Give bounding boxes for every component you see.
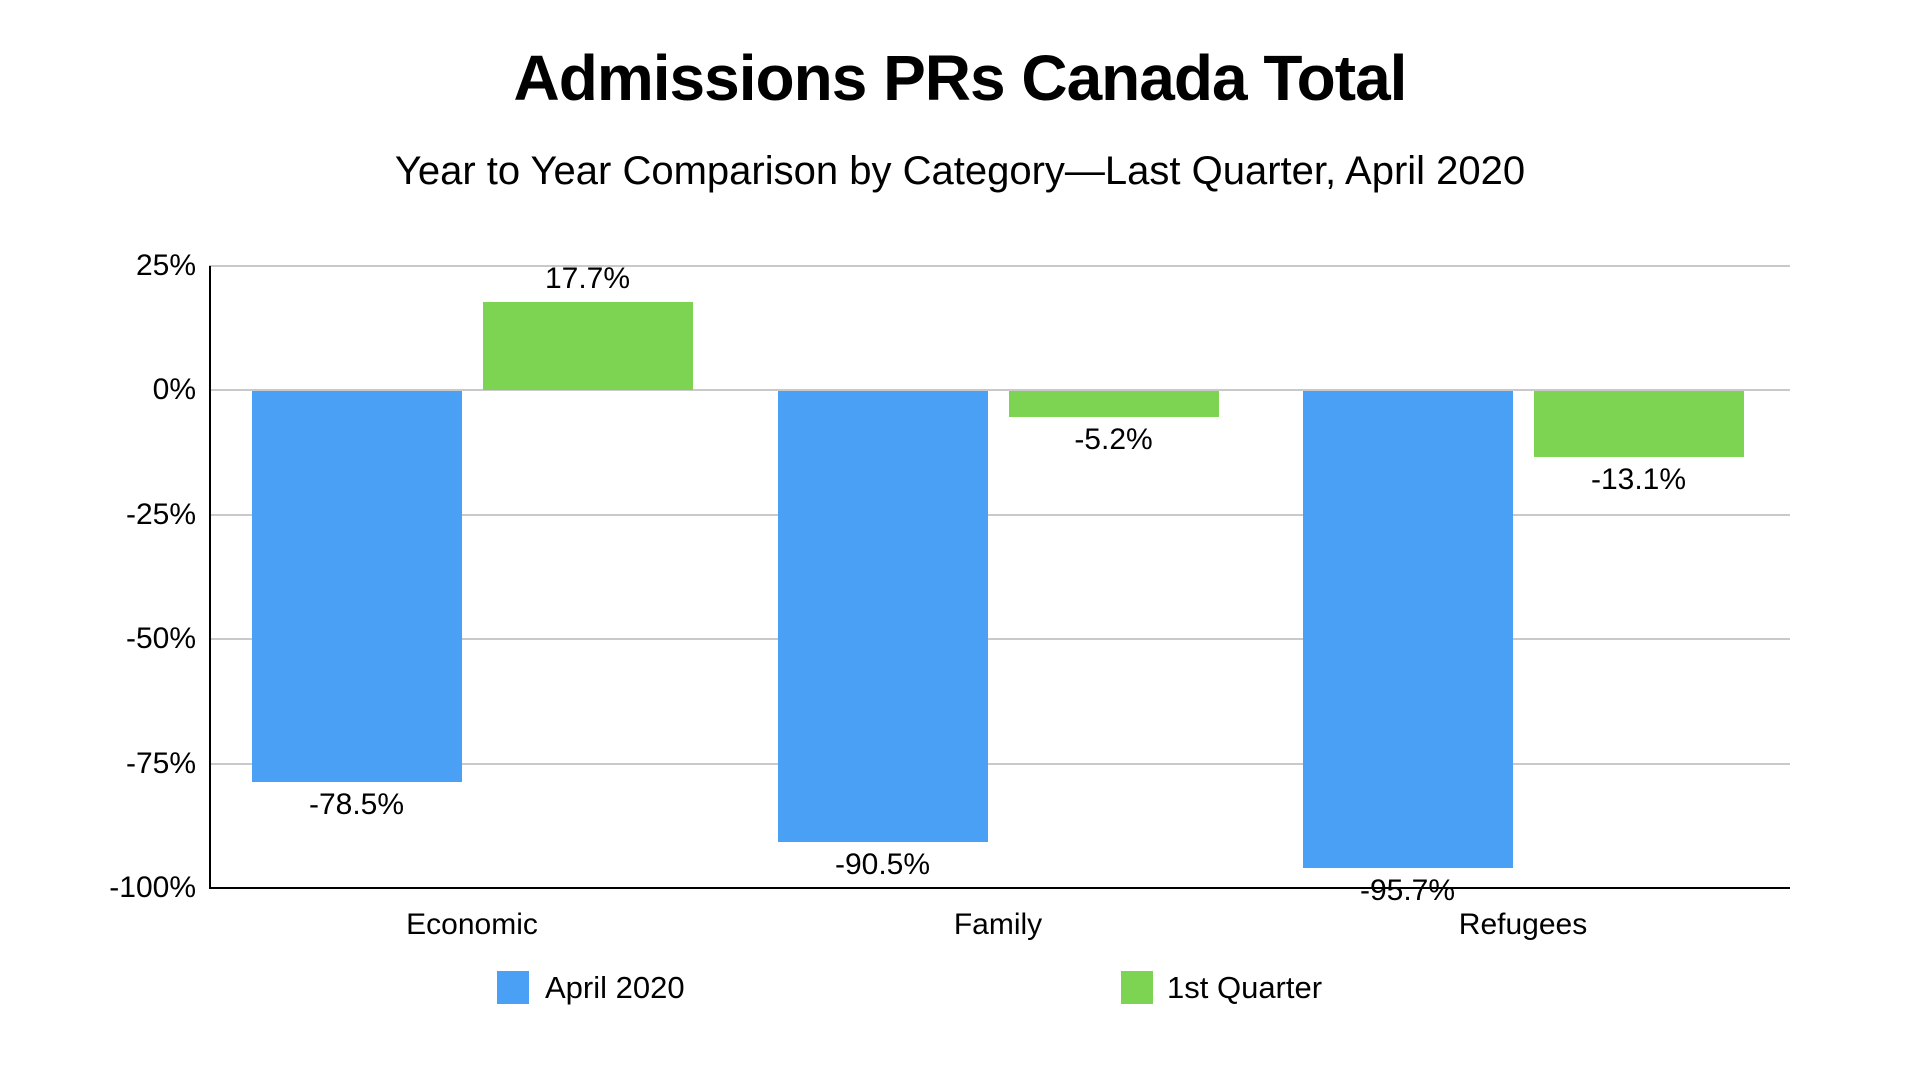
gridline	[209, 513, 1790, 516]
gridline	[209, 638, 1790, 641]
y-axis-tick-label: -75%	[125, 746, 196, 780]
legend-label: 1st Quarter	[1167, 970, 1323, 1005]
x-axis-category-label: Family	[953, 908, 1043, 941]
y-axis-tick-label: -100%	[109, 871, 196, 904]
y-axis-tick-label: -50%	[125, 622, 196, 656]
bar-april-2020-economic	[251, 391, 462, 782]
legend-swatch-1st-quarter	[1121, 971, 1153, 1004]
bar-1st-quarter-economic	[482, 302, 693, 391]
bar-value-label: -90.5%	[834, 847, 931, 881]
bar-value-label: 17.7%	[544, 262, 631, 296]
legend-swatch-april-2020	[497, 971, 529, 1004]
gridline	[209, 389, 1790, 392]
bar-april-2020-refugees	[1302, 391, 1513, 868]
y-axis-tick-label: 25%	[135, 249, 196, 282]
bar-1st-quarter-refugees	[1533, 391, 1744, 457]
x-axis-line	[209, 887, 1790, 889]
chart-title: Admissions PRs Canada Total	[513, 42, 1408, 114]
bar-value-label: -5.2%	[1074, 423, 1153, 457]
bar-value-label: -78.5%	[308, 788, 405, 822]
gridline	[209, 265, 1790, 267]
x-axis-category-label: Economic	[406, 908, 538, 941]
bar-value-label: -95.7%	[1359, 873, 1456, 907]
bar-1st-quarter-family	[1008, 391, 1219, 418]
bar-april-2020-family	[777, 391, 988, 842]
y-axis-line	[209, 266, 211, 888]
gridline	[209, 762, 1790, 765]
legend-label: April 2020	[545, 970, 685, 1005]
bar-value-label: -13.1%	[1590, 462, 1687, 496]
x-axis-category-label: Refugees	[1458, 908, 1588, 941]
chart-subtitle: Year to Year Comparison by Category—Last…	[394, 149, 1526, 193]
y-axis-tick-label: -25%	[125, 497, 196, 531]
y-axis-tick-label: 0%	[152, 373, 196, 407]
